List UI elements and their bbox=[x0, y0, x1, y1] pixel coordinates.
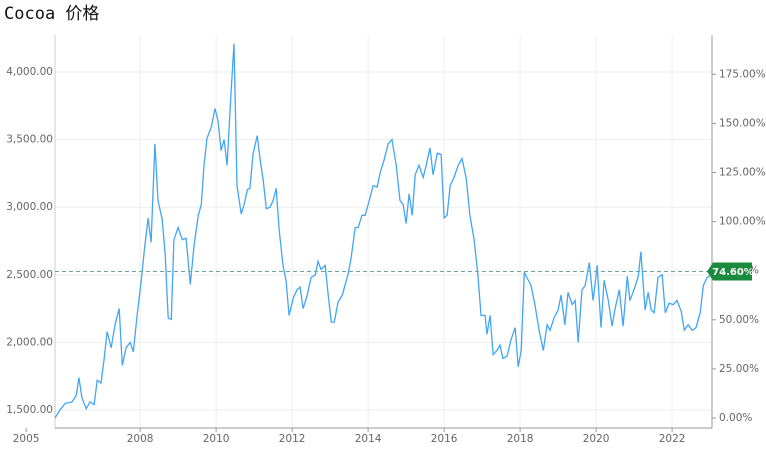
x-tick-label: 2018 bbox=[507, 433, 534, 445]
y2-tick-label: 150.00% bbox=[719, 117, 766, 129]
price-line bbox=[54, 43, 713, 419]
y-tick-label: 3,000.00 bbox=[6, 201, 53, 213]
y-tick-label: 4,000.00 bbox=[6, 66, 53, 78]
chart-title: Cocoa 价格 bbox=[4, 4, 99, 24]
y-tick-label: 1,500.00 bbox=[6, 404, 53, 416]
x-tick-label: 2008 bbox=[127, 433, 154, 445]
x-tick-label: 2022 bbox=[659, 433, 686, 445]
y2-tick-label: 50.00% bbox=[719, 314, 759, 326]
reference-label: 74.60% bbox=[712, 267, 754, 278]
y2-tick-label: 25.00% bbox=[719, 363, 759, 375]
y2-tick-label: 175.00% bbox=[719, 68, 766, 80]
y-tick-label: 2,000.00 bbox=[6, 336, 53, 348]
x-tick-label: 2020 bbox=[583, 433, 610, 445]
x-tick-label: 2014 bbox=[355, 433, 382, 445]
x-tick-label: 2005 bbox=[13, 433, 40, 445]
y2-tick-label: 125.00% bbox=[719, 166, 766, 178]
y-tick-label: 2,500.00 bbox=[6, 269, 53, 281]
x-tick-label: 2010 bbox=[203, 433, 230, 445]
x-tick-label: 2012 bbox=[279, 433, 306, 445]
x-tick-label: 2016 bbox=[431, 433, 458, 445]
y-tick-label: 3,500.00 bbox=[6, 134, 53, 146]
y2-tick-label: 0.00% bbox=[719, 412, 752, 424]
y2-tick-label: 100.00% bbox=[719, 216, 766, 228]
reference-badge bbox=[707, 262, 752, 281]
